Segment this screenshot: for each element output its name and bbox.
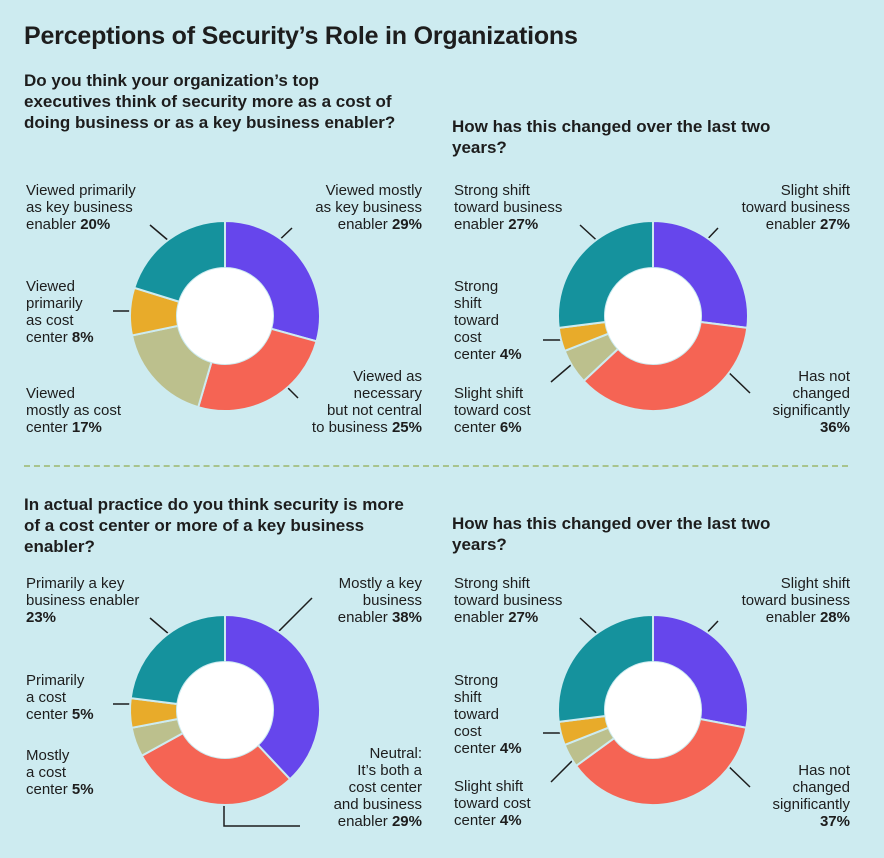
donut-4-slice-2 (574, 717, 748, 806)
label-c1-primarily-enabler: Viewed primarily as key business enabler 2… (26, 182, 136, 233)
question-3: In actual practice do you think security… (24, 495, 404, 556)
question-1: Do you think your organization’s top exe… (24, 71, 396, 132)
label-c3-primarily-cost: Primarily a cost center 5% (26, 672, 94, 723)
label-c4-strong-business: Strong shift toward business enabler 27% (454, 575, 563, 626)
label-c1-necessary: Viewed as necessary but not central to busi… (311, 368, 422, 436)
section-divider (24, 465, 848, 467)
donut-2-hole (605, 268, 701, 364)
question-2: How has this changed over the last two y… (452, 117, 771, 157)
label-c1-mostly-cost: Viewed mostly as cost center 17% (26, 385, 122, 436)
label-c2-strong-cost: Strong shift toward cost center 4% (454, 278, 522, 363)
label-c1-primarily-cost: Viewed primarily as cost center 8% (26, 278, 94, 346)
donut-4-slice-1 (652, 613, 749, 729)
label-c4-slight-business: Slight shift toward business enabler 28% (741, 575, 850, 626)
label-c4-slight-cost: Slight shift toward cost center 4% (454, 778, 531, 829)
question-4: How has this changed over the last two y… (452, 514, 771, 554)
donut-1-hole (177, 268, 273, 364)
label-c3-neutral: Neutral: It’s both a cost center and busine… (333, 745, 422, 830)
label-c2-strong-business: Strong shift toward business enabler 27% (454, 182, 563, 233)
label-c2-not-changed: Has not changed significantly 36% (772, 368, 850, 436)
label-c3-mostly-cost: Mostly a cost center 5% (26, 747, 94, 798)
label-c3-mostly-enabler: Mostly a key business enabler 38% (337, 575, 422, 626)
label-c4-not-changed: Has not changed significantly 37% (772, 762, 850, 830)
donut-3-slice-5 (129, 613, 226, 706)
page-title: Perceptions of Security’s Role in Organi… (24, 22, 578, 50)
label-c1-mostly-enabler: Viewed mostly as key business enabler 29% (315, 182, 422, 233)
label-c3-primarily-enabler: Primarily a key business enabler 23% (26, 575, 140, 626)
donut-4-hole (605, 662, 701, 758)
donut-3-hole (177, 662, 273, 758)
label-c2-slight-business: Slight shift toward business enabler 27% (741, 182, 850, 233)
label-c2-slight-cost: Slight shift toward cost center 6% (454, 385, 531, 436)
label-c4-strong-cost: Strong shift toward cost center 4% (454, 672, 522, 757)
